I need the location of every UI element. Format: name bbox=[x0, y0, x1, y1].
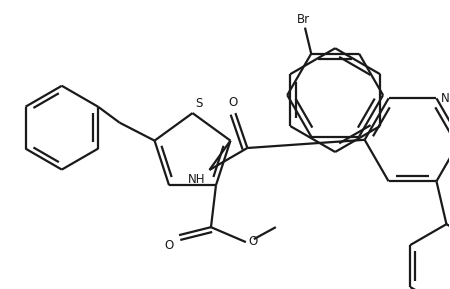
Text: O: O bbox=[248, 235, 257, 248]
Text: N: N bbox=[441, 92, 449, 105]
Text: S: S bbox=[195, 97, 203, 110]
Text: O: O bbox=[165, 239, 174, 252]
Text: O: O bbox=[229, 96, 238, 109]
Text: NH: NH bbox=[188, 173, 206, 186]
Text: Br: Br bbox=[297, 13, 310, 26]
